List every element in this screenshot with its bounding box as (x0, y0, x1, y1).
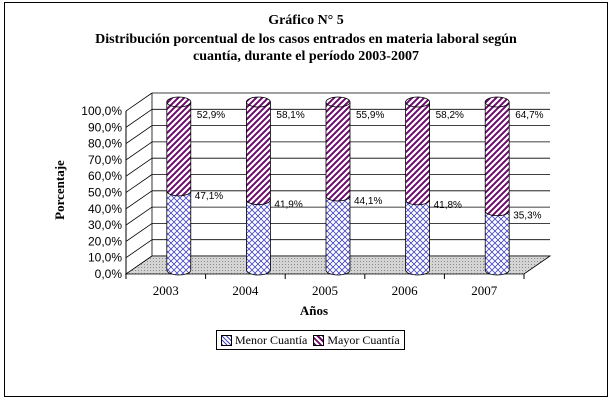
y-tick-label: 20,0% (88, 234, 122, 248)
legend-swatch-mayor (313, 334, 325, 346)
gridline-side (125, 125, 153, 144)
y-tick-label: 80,0% (88, 137, 122, 151)
bar-mayor-cuantia (166, 96, 192, 197)
gridline-side (125, 206, 153, 226)
gridline-side (125, 190, 153, 210)
bar-mayor-cuantia-top (325, 96, 351, 108)
y-tick-label: 60,0% (88, 169, 122, 183)
y-tick-label: 30,0% (88, 218, 122, 232)
bar-mayor-cuantia-body (484, 101, 510, 217)
legend-label-menor: Menor Cuantía (235, 332, 308, 347)
bar-menor-cuantia (405, 199, 430, 276)
y-tick-label: 0,0% (95, 267, 123, 281)
chart-subtitle-line-2: cuantía, durante el período 2003-2007 (193, 49, 419, 64)
data-label-menor: 35,3% (513, 211, 541, 222)
legend-label-mayor: Mayor Cuantía (327, 332, 400, 347)
x-tick-label: 2005 (312, 283, 338, 298)
bar-menor-cuantia (246, 199, 271, 276)
y-tick-label: 70,0% (88, 153, 122, 167)
bar-mayor-cuantia-top (484, 96, 510, 108)
bar-mayor-cuantia (405, 96, 431, 206)
y-axis-title: Porcentaje (52, 160, 67, 220)
data-label-menor: 47,1% (195, 191, 223, 202)
x-tick-label: 2006 (392, 283, 419, 298)
data-label-mayor: 64,7% (515, 110, 543, 121)
y-tick-label: 50,0% (88, 186, 122, 200)
gridline-side (125, 174, 153, 193)
data-label-menor: 41,9% (274, 200, 302, 211)
bar-menor-cuantia (166, 190, 192, 276)
data-label-menor: 44,1% (354, 196, 382, 207)
gridline-side (125, 141, 153, 161)
bar-menor-cuantia (325, 195, 351, 276)
bar-menor-cuantia-body (405, 199, 430, 276)
bar-mayor-cuantia-top (166, 96, 192, 108)
chart-title: Gráfico N° 5 (268, 13, 344, 28)
bar-mayor-cuantia-body (246, 101, 271, 206)
legend-swatch-menor (221, 334, 232, 346)
legend-item-menor: Menor Cuantía (221, 333, 307, 348)
chart-subtitle-line-1: Distribución porcentual de los casos ent… (95, 32, 517, 47)
bar-menor-cuantia-body (325, 195, 351, 276)
x-tick-label: 2003 (153, 283, 179, 298)
bar-menor-cuantia-body (166, 190, 192, 276)
gridline-side (125, 92, 153, 112)
x-axis-title: Años (300, 303, 328, 318)
x-tick-label: 2007 (471, 283, 498, 298)
y-tick-label: 90,0% (88, 120, 122, 134)
y-tick-label: 40,0% (88, 202, 122, 216)
x-tick-label: 2004 (232, 283, 259, 298)
y-tick-label: 10,0% (88, 251, 122, 265)
chart-legend: Menor Cuantía Mayor Cuantía (216, 330, 405, 350)
data-label-mayor: 58,2% (436, 110, 464, 121)
data-label-mayor: 58,1% (276, 110, 304, 121)
data-label-mayor: 55,9% (356, 110, 384, 121)
bar-mayor-cuantia-body (166, 101, 192, 197)
gridline-side (125, 239, 153, 259)
gridline-side (125, 157, 153, 177)
data-label-mayor: 52,9% (197, 110, 225, 121)
legend-item-mayor: Mayor Cuantía (313, 332, 400, 348)
bar-menor-cuantia-body (246, 199, 271, 276)
gridline-side (125, 108, 153, 128)
bar-menor-cuantia (484, 210, 510, 276)
bar-menor-cuantia-body (484, 210, 510, 276)
gridline-side (125, 223, 153, 242)
bar-mayor-cuantia-body (325, 101, 351, 202)
bar-mayor-cuantia (325, 96, 351, 202)
bar-mayor-cuantia (484, 96, 510, 217)
y-tick-label: 100,0% (81, 104, 122, 118)
bar-mayor-cuantia-top (405, 96, 431, 108)
bar-mayor-cuantia (245, 96, 271, 206)
bar-mayor-cuantia-body (405, 101, 430, 206)
data-label-menor: 41,8% (434, 200, 462, 211)
bar-mayor-cuantia-top (245, 96, 271, 108)
